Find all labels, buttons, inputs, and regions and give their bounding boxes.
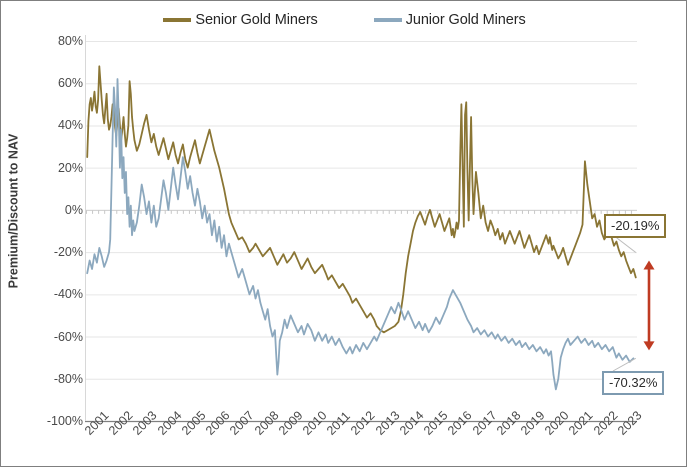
x-tick-label: 2010 <box>299 408 330 438</box>
x-tick-label: 2014 <box>396 408 427 438</box>
y-tick-label: 60% <box>57 76 83 91</box>
series-line-junior <box>86 78 635 391</box>
x-tick-label: 2022 <box>590 408 621 438</box>
x-tick-label: 2015 <box>421 408 451 438</box>
legend-swatch-senior <box>163 18 192 22</box>
callout-senior-value: -20.19% <box>604 214 667 238</box>
x-tick-label: 2002 <box>106 408 136 438</box>
y-tick-label: -80% <box>53 371 83 386</box>
x-tick-label: 2001 <box>82 408 112 438</box>
y-tick-label: 40% <box>57 118 83 133</box>
x-tick-label: 2012 <box>348 408 378 438</box>
legend-item-senior[interactable]: Senior Gold Miners <box>163 12 318 28</box>
y-tick-label: 80% <box>57 34 83 48</box>
x-tick-label: 2019 <box>517 408 548 438</box>
x-tick-label: 2023 <box>614 408 645 438</box>
y-tick-label: -100% <box>46 414 83 428</box>
x-tick-label: 2016 <box>445 408 475 438</box>
legend-label-junior: Junior Gold Miners <box>405 12 526 28</box>
y-tick-label: 0% <box>64 202 83 217</box>
y-tick-label: -40% <box>53 287 83 302</box>
x-tick-label: 2020 <box>542 408 572 438</box>
x-tick-label: 2011 <box>324 408 354 438</box>
x-tick-label: 2021 <box>566 408 596 438</box>
x-tick-label: 2003 <box>130 408 161 438</box>
arrow-head-up <box>643 260 655 270</box>
spread-arrow <box>643 260 655 351</box>
y-tick-label: -20% <box>53 245 83 260</box>
arrow-head-down <box>643 341 655 351</box>
x-tick-label: 2005 <box>178 408 209 438</box>
leader-line-junior <box>612 357 637 372</box>
legend-swatch-junior <box>373 18 402 22</box>
x-tick-label: 2013 <box>372 408 403 438</box>
x-tick-label: 2017 <box>469 408 500 438</box>
series-line-senior <box>86 65 637 334</box>
legend-item-junior[interactable]: Junior Gold Miners <box>373 12 526 28</box>
x-tick-label: 2004 <box>154 408 185 438</box>
callout-junior-value: -70.32% <box>602 371 665 395</box>
y-axis-ticks: 80% 60% 40% 20% 0% -20% -40% -60% -80% -100% <box>23 1 83 466</box>
legend-label-senior: Senior Gold Miners <box>195 12 318 28</box>
y-tick-label: 20% <box>57 160 83 175</box>
x-tick-label: 2006 <box>203 408 233 438</box>
chart-legend: Senior Gold Miners Junior Gold Miners <box>1 7 686 33</box>
x-tick-label: 2007 <box>227 408 257 438</box>
x-tick-label: 2008 <box>251 408 282 438</box>
x-tick-label: 2009 <box>275 408 306 438</box>
y-tick-label: -60% <box>53 329 83 344</box>
x-tick-label: 2018 <box>493 408 524 438</box>
